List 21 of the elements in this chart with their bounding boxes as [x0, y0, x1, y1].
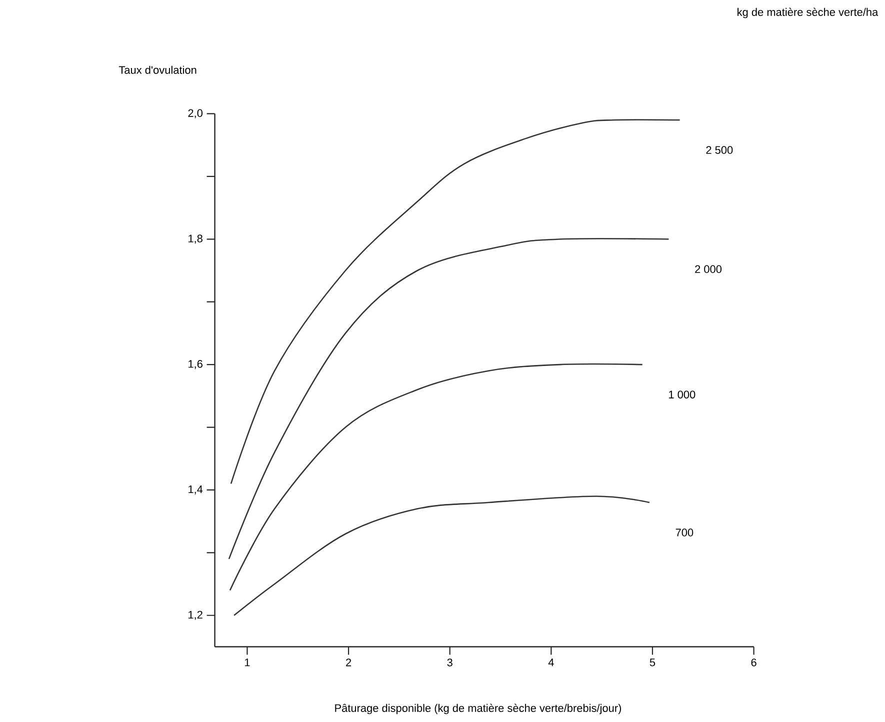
x-tick-label: 2: [346, 658, 352, 666]
text: 2 500: [706, 146, 733, 154]
legend-title: kg de matière sèche verte/ha: [738, 8, 878, 18]
y-tick-label: 2,0: [188, 109, 203, 118]
y-tick-label: 1,4: [188, 486, 203, 494]
line-series: [228, 238, 670, 560]
x-tick-label: 3: [447, 658, 452, 666]
y-tick-label: 1,6: [188, 360, 202, 370]
y-tick-label: 1,8: [188, 234, 202, 244]
x-tick-label: 5: [650, 658, 656, 666]
y-axis-title: Taux d'ovulation: [118, 66, 196, 74]
x-tick-label: 1: [245, 658, 250, 666]
line-series: [233, 496, 650, 616]
line-series: [229, 363, 643, 591]
text: 2 000: [695, 265, 722, 274]
y-tick-label: 1,2: [188, 610, 202, 620]
x-tick-label: 6: [751, 658, 756, 666]
text: 1 000: [669, 390, 696, 398]
x-tick-label: 4: [548, 658, 554, 666]
x-axis-title: Pâturage disponible (kg de matière sèche verte/brebis/jour): [335, 704, 622, 714]
text: 700: [676, 528, 694, 536]
